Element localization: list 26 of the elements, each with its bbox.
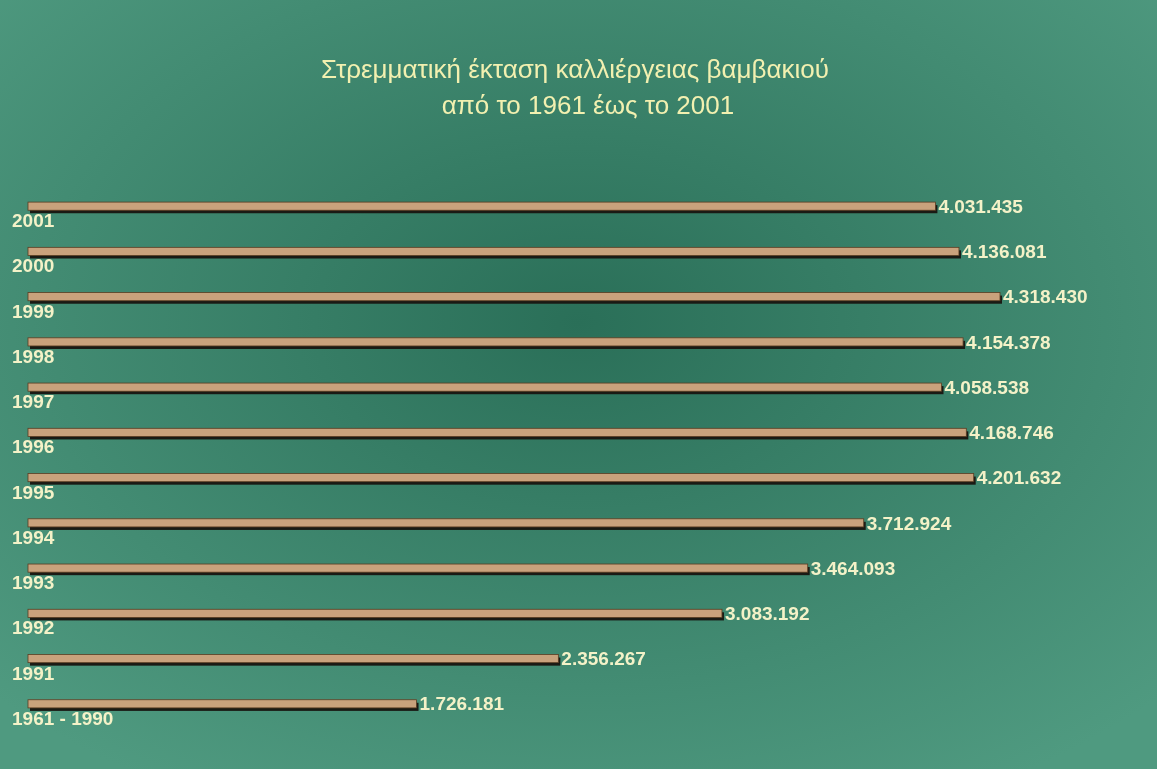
- data-label: 3.464.093: [810, 557, 896, 579]
- data-label: 4.318.430: [1003, 286, 1088, 308]
- y-tick-label: 1991: [12, 662, 55, 684]
- data-label: 4.154.378: [966, 331, 1051, 353]
- data-label: 4.136.081: [961, 241, 1047, 263]
- data-label: 4.031.435: [938, 195, 1024, 217]
- data-label: 1.726.181: [419, 693, 505, 715]
- chart-title: Στρεμματική έκταση καλλιέργειας βαμβακιού: [321, 54, 829, 84]
- y-tick-label: 1999: [12, 300, 55, 322]
- y-tick-label: 1996: [12, 436, 55, 458]
- y-tick-label: 1993: [12, 572, 55, 594]
- y-tick-label: 2000: [12, 255, 55, 277]
- data-label: 3.712.924: [866, 512, 952, 534]
- data-label: 4.058.538: [944, 376, 1030, 398]
- data-label: 4.168.746: [969, 422, 1054, 444]
- y-tick-label: 1961 - 1990: [12, 707, 114, 729]
- data-label: 4.201.632: [976, 467, 1062, 489]
- y-tick-label: 1998: [12, 345, 55, 367]
- data-label: 2.356.267: [561, 648, 646, 670]
- data-label: 3.083.192: [724, 603, 810, 624]
- y-tick-label: 1995: [12, 481, 55, 503]
- chart-subtitle: από το 1961 έως το 2001: [441, 90, 735, 120]
- y-tick-label: 2001: [12, 210, 55, 232]
- y-tick-label: 1994: [12, 526, 55, 548]
- y-tick-label: 1997: [12, 391, 55, 413]
- y-tick-label: 1992: [12, 617, 55, 639]
